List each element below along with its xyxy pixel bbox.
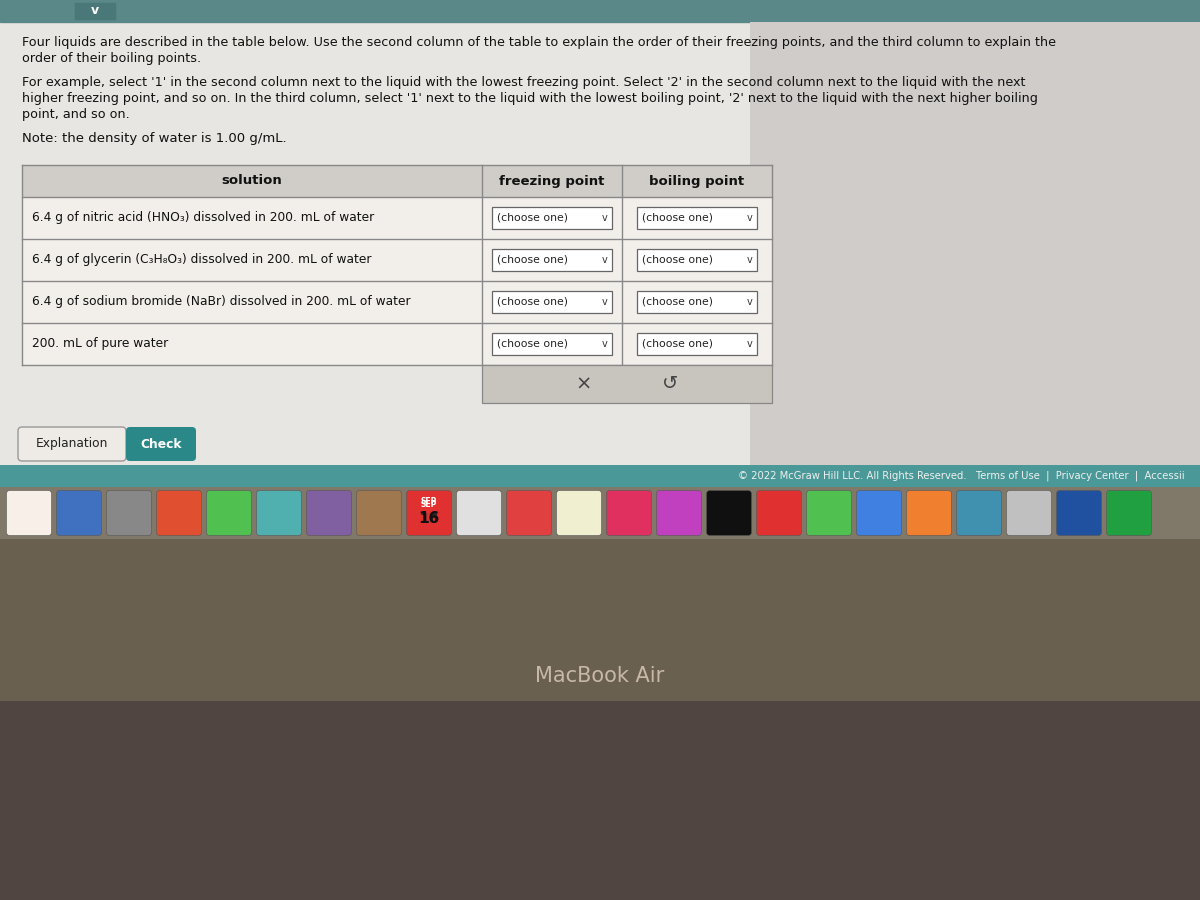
Text: (choose one): (choose one) bbox=[497, 339, 568, 349]
Text: 16: 16 bbox=[419, 512, 439, 526]
FancyBboxPatch shape bbox=[257, 491, 301, 536]
Text: For example, select '1' in the second column next to the liquid with the lowest : For example, select '1' in the second co… bbox=[22, 76, 1026, 89]
Text: Explanation: Explanation bbox=[36, 437, 108, 451]
Text: v: v bbox=[748, 255, 752, 265]
Bar bbox=[750, 22, 1200, 465]
Text: boiling point: boiling point bbox=[649, 175, 744, 187]
Text: ×: × bbox=[575, 374, 592, 393]
FancyBboxPatch shape bbox=[456, 491, 502, 536]
Text: v: v bbox=[748, 339, 752, 349]
FancyBboxPatch shape bbox=[906, 491, 952, 536]
Text: v: v bbox=[91, 4, 100, 17]
FancyBboxPatch shape bbox=[356, 491, 402, 536]
FancyBboxPatch shape bbox=[126, 427, 196, 461]
Text: solution: solution bbox=[222, 175, 282, 187]
FancyBboxPatch shape bbox=[306, 491, 352, 536]
Text: (choose one): (choose one) bbox=[642, 297, 713, 307]
Text: (choose one): (choose one) bbox=[497, 255, 568, 265]
Bar bbox=[492, 207, 612, 229]
Bar bbox=[0, 0, 1200, 600]
Text: 6.4 g of glycerin (C₃H₈O₃) dissolved in 200. mL of water: 6.4 g of glycerin (C₃H₈O₃) dissolved in … bbox=[32, 254, 372, 266]
Text: MacBook Air: MacBook Air bbox=[535, 666, 665, 686]
Text: (choose one): (choose one) bbox=[497, 297, 568, 307]
Text: higher freezing point, and so on. In the third column, select '1' next to the li: higher freezing point, and so on. In the… bbox=[22, 92, 1038, 105]
Text: (choose one): (choose one) bbox=[642, 339, 713, 349]
Bar bbox=[482, 365, 772, 403]
FancyBboxPatch shape bbox=[407, 491, 451, 536]
Text: order of their boiling points.: order of their boiling points. bbox=[22, 52, 202, 65]
Text: Check: Check bbox=[140, 437, 181, 451]
Bar bbox=[22, 197, 772, 239]
FancyBboxPatch shape bbox=[107, 491, 151, 536]
Bar bbox=[492, 333, 612, 355]
Text: © 2022 McGraw Hill LLC. All Rights Reserved.   Terms of Use  |  Privacy Center  : © 2022 McGraw Hill LLC. All Rights Reser… bbox=[738, 471, 1186, 482]
FancyBboxPatch shape bbox=[707, 491, 751, 536]
FancyBboxPatch shape bbox=[506, 491, 552, 536]
Bar bbox=[22, 281, 772, 323]
Bar bbox=[22, 165, 772, 197]
FancyBboxPatch shape bbox=[156, 491, 202, 536]
Text: 200. mL of pure water: 200. mL of pure water bbox=[32, 338, 168, 350]
Text: 6.4 g of nitric acid (HNO₃) dissolved in 200. mL of water: 6.4 g of nitric acid (HNO₃) dissolved in… bbox=[32, 212, 374, 224]
Bar bbox=[492, 249, 612, 271]
FancyBboxPatch shape bbox=[806, 491, 852, 536]
Text: v: v bbox=[602, 297, 608, 307]
Text: freezing point: freezing point bbox=[499, 175, 605, 187]
Text: (choose one): (choose one) bbox=[642, 213, 713, 223]
Bar bbox=[637, 333, 757, 355]
Bar bbox=[0, 539, 1200, 701]
Bar bbox=[0, 0, 1200, 22]
Text: SEP: SEP bbox=[421, 497, 437, 506]
FancyBboxPatch shape bbox=[606, 491, 652, 536]
FancyBboxPatch shape bbox=[6, 491, 52, 536]
Bar bbox=[0, 701, 1200, 900]
Text: 16: 16 bbox=[419, 511, 439, 526]
Text: Note: the density of water is 1.00 g/mL.: Note: the density of water is 1.00 g/mL. bbox=[22, 132, 287, 145]
Bar bbox=[637, 207, 757, 229]
Bar bbox=[22, 239, 772, 281]
Bar bbox=[637, 291, 757, 313]
Bar bbox=[0, 487, 1200, 539]
FancyBboxPatch shape bbox=[1056, 491, 1102, 536]
Text: point, and so on.: point, and so on. bbox=[22, 108, 130, 121]
Text: (choose one): (choose one) bbox=[497, 213, 568, 223]
FancyBboxPatch shape bbox=[1007, 491, 1051, 536]
FancyBboxPatch shape bbox=[56, 491, 102, 536]
Text: SEP: SEP bbox=[421, 500, 437, 509]
Text: Four liquids are described in the table below. Use the second column of the tabl: Four liquids are described in the table … bbox=[22, 36, 1056, 49]
FancyBboxPatch shape bbox=[1106, 491, 1152, 536]
Text: 6.4 g of sodium bromide (NaBr) dissolved in 200. mL of water: 6.4 g of sodium bromide (NaBr) dissolved… bbox=[32, 295, 410, 309]
Bar bbox=[492, 291, 612, 313]
FancyBboxPatch shape bbox=[756, 491, 802, 536]
Text: (choose one): (choose one) bbox=[642, 255, 713, 265]
Text: v: v bbox=[748, 213, 752, 223]
FancyBboxPatch shape bbox=[656, 491, 702, 536]
Text: v: v bbox=[602, 339, 608, 349]
Text: v: v bbox=[602, 213, 608, 223]
Bar bbox=[637, 249, 757, 271]
Text: v: v bbox=[748, 297, 752, 307]
Text: v: v bbox=[602, 255, 608, 265]
FancyBboxPatch shape bbox=[557, 491, 601, 536]
FancyBboxPatch shape bbox=[956, 491, 1002, 536]
FancyBboxPatch shape bbox=[857, 491, 901, 536]
Bar bbox=[22, 323, 772, 365]
Bar bbox=[74, 3, 115, 19]
FancyBboxPatch shape bbox=[206, 491, 252, 536]
Text: ↺: ↺ bbox=[662, 374, 679, 393]
Bar bbox=[410, 494, 448, 508]
Bar bbox=[0, 465, 1200, 487]
FancyBboxPatch shape bbox=[18, 427, 126, 461]
